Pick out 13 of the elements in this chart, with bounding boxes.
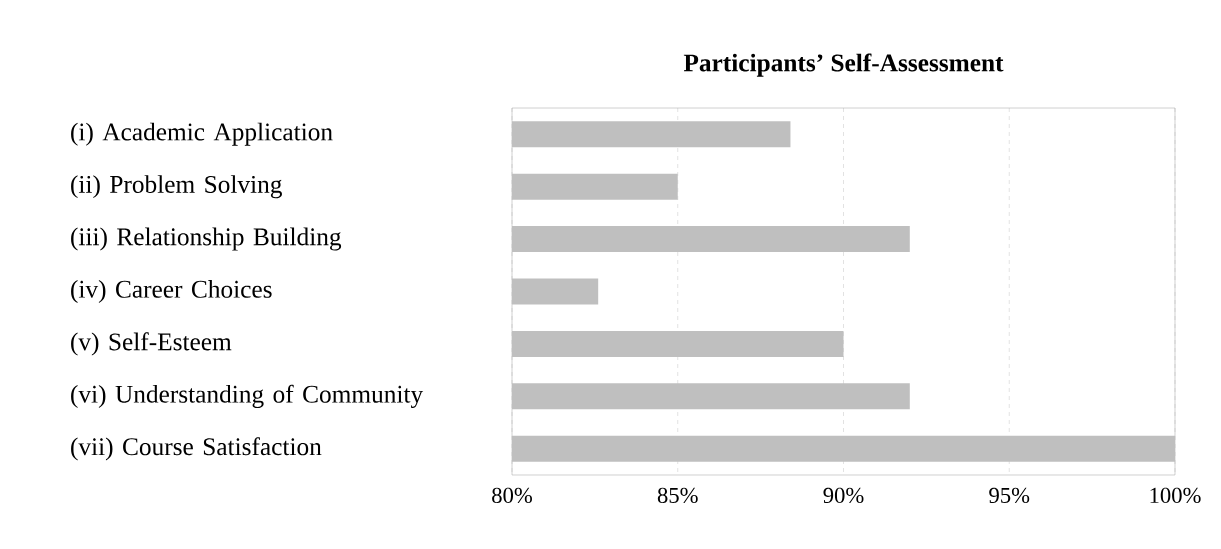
y-tick-label: (vi) Understanding of Community (71, 384, 424, 409)
y-tick-label: (vii) Course Satisfaction (71, 437, 322, 461)
x-tick-label: 100% (1150, 487, 1201, 504)
x-tick-label: 90% (823, 487, 864, 504)
y-tick-label: (iv) Career Choices (71, 280, 272, 304)
x-tick-label: 95% (989, 487, 1030, 504)
y-tick-label: (iii) Relationship Building (71, 227, 342, 251)
x-tick-label: 85% (657, 487, 698, 504)
y-tick-label: (ii) Problem Solving (71, 175, 282, 199)
chart-title: Participants’ Self-Assessment (683, 53, 1004, 77)
y-tick-label: (i) Academic Application (71, 122, 333, 146)
x-tick-label: 80% (492, 487, 532, 504)
y-tick-label: (v) Self-Esteem (71, 332, 232, 356)
